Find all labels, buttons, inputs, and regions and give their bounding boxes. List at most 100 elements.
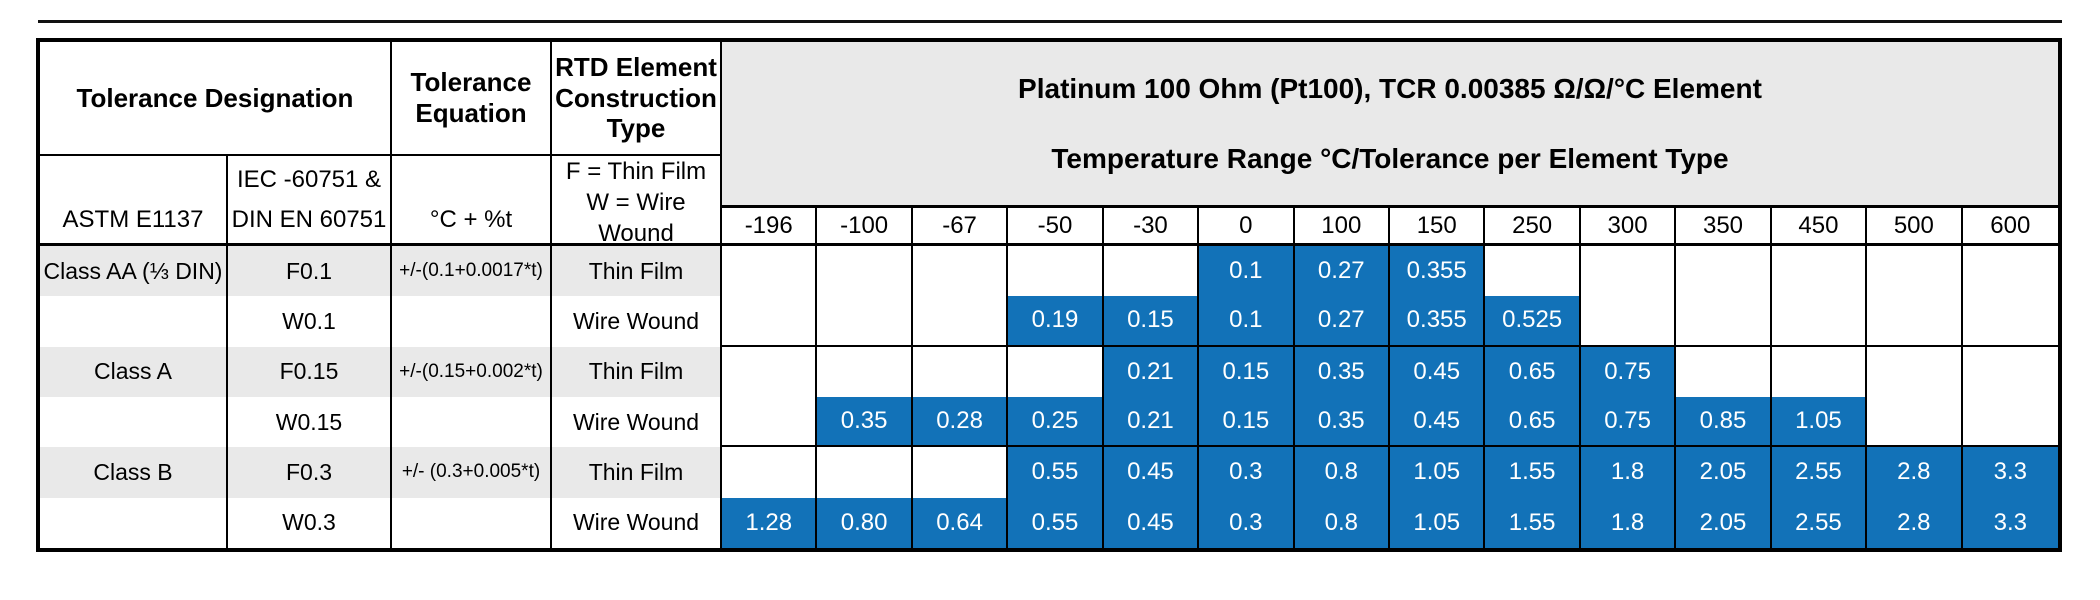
tolerance-value-cell <box>1963 246 2058 296</box>
astm-standard-header: ASTM E1137 <box>40 156 228 246</box>
tolerance-value-cell <box>817 447 913 498</box>
temp-column-header: 300 <box>1580 208 1677 246</box>
tolerance-value-cell: 0.45 <box>1103 447 1200 498</box>
tolerance-value-cell: 0.64 <box>912 497 1009 548</box>
tolerance-value-cell: 0.65 <box>1485 346 1581 397</box>
temp-column-header: -30 <box>1103 208 1200 246</box>
temp-column-header: 100 <box>1294 208 1390 246</box>
tolerance-value-cell: 0.21 <box>1103 396 1200 448</box>
construction-type-cell: Wire Wound <box>552 296 722 347</box>
tolerance-value-cell: 0.27 <box>1294 296 1390 347</box>
tolerance-value-cell: 0.65 <box>1485 396 1581 448</box>
tolerance-value-cell <box>817 296 913 347</box>
top-rule <box>38 20 2062 23</box>
tolerance-value-cell <box>1962 296 2058 347</box>
tolerance-value-cell: 2.55 <box>1771 447 1868 498</box>
platinum-element-panel: Platinum 100 Ohm (Pt100), TCR 0.00385 Ω/… <box>722 42 2058 208</box>
tolerance-value-cell: 0.85 <box>1676 396 1772 448</box>
astm-standard-label: ASTM E1137 <box>62 205 204 233</box>
tolerance-value-cell: 0.25 <box>1008 396 1104 448</box>
tolerance-value-cell: 3.3 <box>1962 497 2058 548</box>
temp-column-header: 150 <box>1390 208 1486 246</box>
tolerance-value-cell: 0.80 <box>817 497 913 548</box>
wire-wound-key-label: W = Wire Wound <box>586 189 686 246</box>
designation-cell: W0.3 <box>228 497 392 548</box>
temp-column-header: -67 <box>912 208 1009 246</box>
construction-type-cell: Wire Wound <box>552 396 722 448</box>
tolerance-value-cell <box>1772 246 1868 297</box>
tolerance-value-cell <box>722 296 818 347</box>
tolerance-value-cell <box>1485 246 1581 297</box>
tolerance-value-cell <box>1962 397 2058 448</box>
temperature-range-subtitle: Temperature Range °C/Tolerance per Eleme… <box>1051 142 1729 174</box>
tolerance-value-cell <box>1867 246 1963 297</box>
designation-cell: F0.1 <box>228 246 392 297</box>
iec-din-standard-header: IEC -60751 & DIN EN 60751 <box>228 156 392 246</box>
tolerance-value-cell: 0.55 <box>1008 497 1104 548</box>
tolerance-value-cell: 0.28 <box>912 396 1009 448</box>
tolerance-value-cell <box>1581 246 1677 297</box>
tolerance-value-cell <box>817 346 913 397</box>
tolerance-value-cell: 3.3 <box>1962 447 2058 498</box>
tolerance-value-cell: 0.15 <box>1199 396 1295 448</box>
equation-cell <box>392 497 552 548</box>
equation-cell: +/- (0.3+0.005*t) <box>392 447 552 498</box>
construction-type-cell: Wire Wound <box>552 497 722 548</box>
construction-type-cell: Thin Film <box>552 447 722 498</box>
tolerance-value-cell: 1.05 <box>1390 447 1486 498</box>
din-standard-label: DIN EN 60751 <box>231 205 387 233</box>
tolerance-value-cell: 2.8 <box>1867 447 1963 498</box>
tolerance-value-cell: 1.55 <box>1485 497 1581 548</box>
tolerance-value-cell: 0.8 <box>1294 447 1390 498</box>
tolerance-value-cell: 0.8 <box>1294 497 1390 548</box>
designation-cell: W0.15 <box>228 396 392 448</box>
rtd-tolerance-table: Tolerance Designation Tolerance Equation… <box>36 38 2062 552</box>
tolerance-value-cell <box>1580 296 1677 347</box>
class-label-cell: Class A <box>40 346 228 397</box>
tolerance-value-cell <box>1676 246 1772 297</box>
tolerance-value-cell: 1.55 <box>1485 447 1581 498</box>
temp-column-header: -100 <box>817 208 913 246</box>
tolerance-value-cell: 0.21 <box>1103 346 1200 397</box>
equation-cell: +/-(0.15+0.002*t) <box>392 346 552 397</box>
class-label-cell <box>40 497 228 548</box>
tolerance-value-cell: 0.75 <box>1580 346 1677 397</box>
tolerance-value-cell <box>1676 296 1772 347</box>
construction-type-header: RTD Element Construction Type <box>552 42 722 156</box>
designation-cell: W0.1 <box>228 296 392 347</box>
equation-cell <box>392 296 552 347</box>
tolerance-value-cell <box>1772 346 1868 397</box>
designation-cell: F0.15 <box>228 346 392 397</box>
tolerance-value-cell <box>722 346 818 397</box>
tolerance-value-cell: 0.1 <box>1199 296 1295 347</box>
temp-column-header: 350 <box>1676 208 1772 246</box>
tolerance-value-cell <box>912 296 1009 347</box>
tolerance-value-cell: 0.3 <box>1199 447 1295 498</box>
temp-column-header: 0 <box>1199 208 1295 246</box>
tolerance-value-cell <box>1008 246 1104 297</box>
tolerance-value-cell <box>817 246 913 297</box>
tolerance-value-cell <box>1867 346 1963 397</box>
construction-type-cell: Thin Film <box>552 246 722 297</box>
class-label-cell: Class AA (⅓ DIN) <box>40 246 228 297</box>
tolerance-designation-header: Tolerance Designation <box>40 42 392 156</box>
temp-column-header: 450 <box>1771 208 1868 246</box>
tolerance-value-cell <box>1867 296 1963 347</box>
tolerance-value-cell <box>1008 346 1104 397</box>
tolerance-value-cell: 0.27 <box>1294 246 1390 297</box>
tolerance-value-cell: 2.8 <box>1867 497 1963 548</box>
tolerance-value-cell <box>1104 246 1200 297</box>
tolerance-value-cell: 0.35 <box>817 396 913 448</box>
tolerance-value-cell: 0.55 <box>1008 447 1104 498</box>
tolerance-value-cell: 0.3 <box>1199 497 1295 548</box>
tolerance-value-cell: 2.05 <box>1676 497 1772 548</box>
tolerance-value-cell <box>722 246 818 297</box>
tolerance-value-cell: 0.15 <box>1103 296 1200 347</box>
equation-units-label: °C + %t <box>429 205 513 233</box>
tolerance-value-cell: 0.45 <box>1390 396 1486 448</box>
tolerance-value-cell: 0.45 <box>1390 346 1486 397</box>
class-label-cell: Class B <box>40 447 228 498</box>
tolerance-value-cell <box>913 346 1009 397</box>
tolerance-value-cell: 0.1 <box>1199 246 1295 297</box>
tolerance-value-cell: 1.8 <box>1580 497 1677 548</box>
